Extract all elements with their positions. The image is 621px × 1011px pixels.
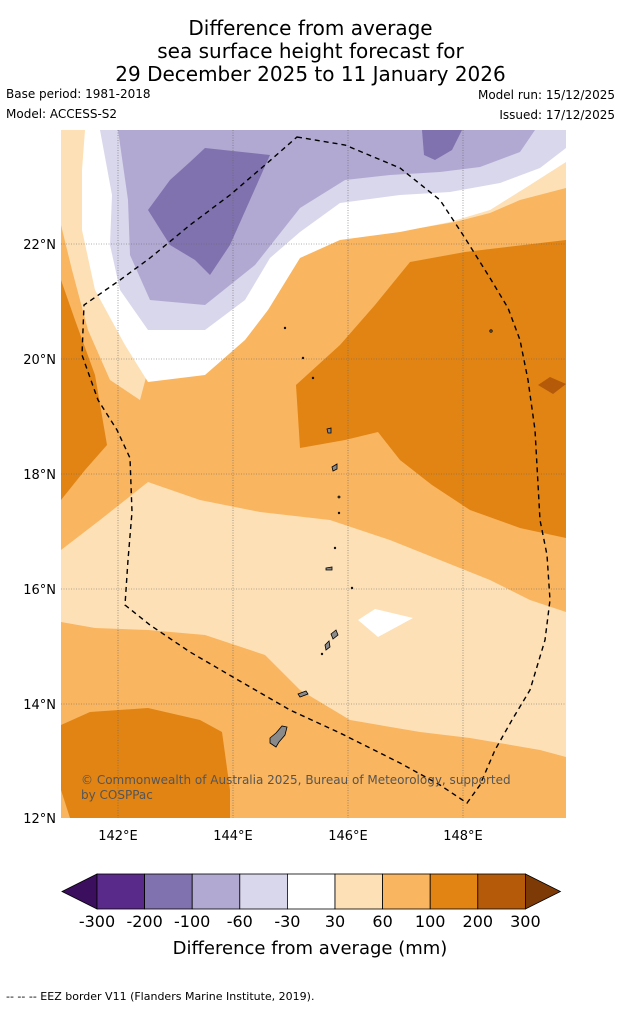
- island-tinian: [324, 640, 331, 651]
- island-saipan: [330, 629, 339, 640]
- lat-label-22: 22°N: [23, 238, 56, 253]
- colorbar-bin-6: [334, 873, 383, 910]
- colorbar-bin-2: [144, 873, 193, 910]
- colorbar-bin-1: [96, 873, 145, 910]
- lon-label-146: 146°E: [328, 829, 368, 844]
- colorbar-bin-9: [477, 873, 526, 910]
- model-name: Model: ACCESS-S2: [6, 107, 118, 121]
- colorbar-tick-5: 30: [325, 912, 345, 931]
- island-guam: [269, 725, 288, 748]
- island-alamagan: [337, 495, 341, 499]
- eez-border: [81, 136, 551, 804]
- colorbar-bin-8: [429, 873, 479, 910]
- island-agrihan: [326, 427, 332, 434]
- map-plot-area: [61, 130, 566, 818]
- colorbar-extend-low: [61, 873, 98, 910]
- colorbar-tick-8: 200: [463, 912, 494, 931]
- lat-label-18: 18°N: [23, 468, 56, 483]
- island-anatahan: [325, 566, 333, 571]
- island-sarigan: [333, 546, 337, 550]
- title-line-3: 29 December 2025 to 11 January 2026: [115, 62, 506, 86]
- colorbar-extend-high: [525, 873, 562, 910]
- islands: [269, 326, 493, 748]
- island-pagan: [331, 463, 338, 472]
- colorbar-bin-3: [191, 873, 241, 910]
- anomaly-band-minus-200-100-ne: [422, 130, 462, 160]
- anomaly-neutral-patch: [358, 609, 413, 637]
- island-farallon: [283, 326, 287, 330]
- eez-border-legend: -- -- -- EEZ border V11 (Flanders Marine…: [6, 990, 315, 1003]
- island-maug: [301, 356, 305, 360]
- lon-label-148: 148°E: [443, 829, 483, 844]
- colorbar: [61, 873, 562, 910]
- model-run: Model run: 15/12/2025: [477, 88, 615, 102]
- anomaly-band-30-60-south: [61, 482, 566, 757]
- anomaly-band-200-300: [538, 377, 566, 394]
- island-east: [489, 329, 493, 333]
- colorbar-tick-4: -30: [274, 912, 300, 931]
- colorbar-tick-2: -100: [174, 912, 210, 931]
- lat-label-12: 12°N: [23, 812, 56, 827]
- anomaly-band-100-200-southwest: [61, 708, 230, 818]
- colorbar-ticks: -300 -200 -100 -60 -30 30 60 100 200 300: [79, 912, 541, 931]
- anomaly-band-100-200-east: [296, 240, 566, 538]
- island-guguan: [350, 586, 354, 590]
- island-asuncion: [311, 376, 315, 380]
- lon-label-144: 144°E: [213, 829, 253, 844]
- lon-label-142: 142°E: [98, 829, 138, 844]
- lat-label-16: 16°N: [23, 583, 56, 598]
- island-rota: [297, 690, 309, 698]
- graticule: [61, 130, 566, 818]
- colorbar-tick-1: -200: [126, 912, 162, 931]
- colorbar-bin-4: [239, 873, 288, 910]
- colorbar-tick-9: 300: [510, 912, 541, 931]
- island-other: [337, 511, 341, 515]
- lat-label-20: 20°N: [23, 353, 56, 368]
- longitude-labels: 142°E 144°E 146°E 148°E: [98, 829, 483, 844]
- latitude-labels: 22°N 20°N 18°N 16°N 14°N 12°N: [23, 238, 56, 827]
- title-line-1: Difference from average: [188, 16, 433, 40]
- issued-date: Issued: 17/12/2025: [499, 108, 615, 122]
- colorbar-bin-7: [382, 873, 431, 910]
- copyright-line-2: by COSPPac: [81, 788, 153, 802]
- copyright-line-1: © Commonwealth of Australia 2025, Bureau…: [81, 773, 511, 787]
- colorbar-tick-6: 60: [372, 912, 392, 931]
- colorbar-tick-7: 100: [415, 912, 446, 931]
- colorbar-bin-5: [286, 873, 336, 910]
- lat-label-14: 14°N: [23, 698, 56, 713]
- title-line-2: sea surface height forecast for: [157, 39, 464, 63]
- anomaly-band-100-200-west: [61, 280, 107, 500]
- colorbar-tick-3: -60: [227, 912, 253, 931]
- colorbar-label: Difference from average (mm): [173, 938, 448, 959]
- base-period: Base period: 1981-2018: [6, 87, 151, 101]
- island-aguijan: [320, 652, 324, 656]
- colorbar-tick-0: -300: [79, 912, 115, 931]
